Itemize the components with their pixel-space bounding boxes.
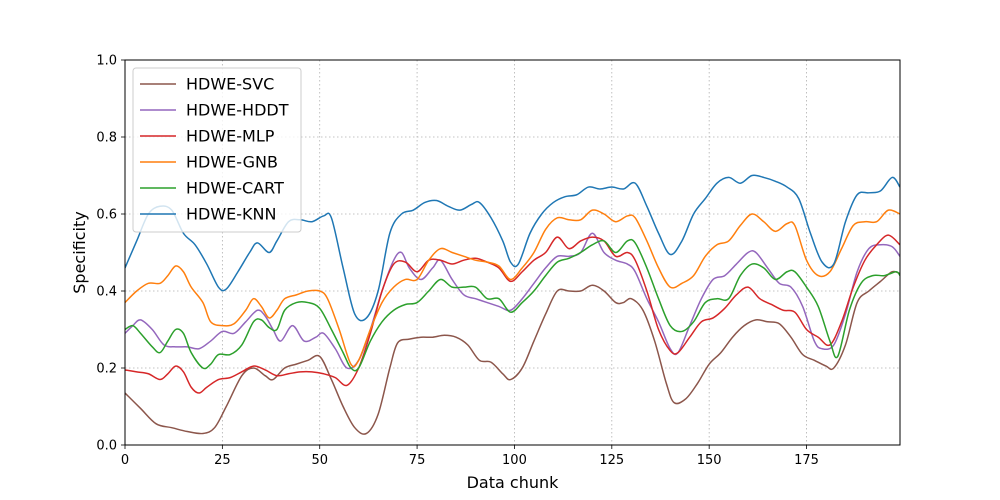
series-layer: [125, 174, 900, 435]
y-tick-label: 0.6: [96, 208, 117, 223]
legend-label-hdwe-cart: HDWE-CART: [186, 179, 284, 198]
x-tick-label: 75: [409, 453, 426, 468]
plot-frame: [124, 59, 901, 446]
x-tick-label: 0: [121, 453, 129, 468]
y-axis-label: Specificity: [70, 211, 89, 293]
series-line-hdwe-svc: [125, 270, 900, 435]
legend-box: [132, 67, 302, 233]
y-tick-label: 0.4: [96, 285, 117, 300]
legend-label-hdwe-mlp: HDWE-MLP: [186, 127, 275, 146]
ticks-layer: 0 25 50 75 100 125 150 175 0.0 0.2 0.4 0.6 0.8 1.0: [96, 54, 819, 469]
series-line-hdwe-cart: [125, 238, 900, 372]
y-tick-label: 1.0: [96, 54, 117, 69]
x-tick-label: 175: [794, 453, 819, 468]
x-axis-label: Data chunk: [467, 473, 560, 492]
legend-label-hdwe-hddt: HDWE-HDDT: [186, 101, 289, 120]
series-line-hdwe-gnb: [125, 209, 900, 368]
y-tick-label: 0.8: [96, 131, 117, 146]
x-tick-label: 150: [697, 453, 722, 468]
legend-label-hdwe-knn: HDWE-KNN: [186, 205, 276, 224]
legend: HDWE-SVC HDWE-HDDT HDWE-MLP HDWE-GNB HDWE-CA…: [132, 67, 302, 233]
x-tick-label: 125: [599, 453, 624, 468]
series-line-hdwe-knn: [125, 174, 900, 322]
legend-label-hdwe-svc: HDWE-SVC: [186, 75, 274, 94]
x-tick-label: 100: [502, 453, 527, 468]
x-tick-label: 25: [214, 453, 231, 468]
legend-label-hdwe-gnb: HDWE-GNB: [186, 153, 278, 172]
y-tick-label: 0.2: [96, 362, 117, 377]
x-tick-label: 50: [311, 453, 328, 468]
series-line-hdwe-mlp: [125, 234, 900, 394]
series-line-hdwe-hddt: [125, 232, 900, 370]
y-tick-label: 0.0: [96, 439, 117, 454]
